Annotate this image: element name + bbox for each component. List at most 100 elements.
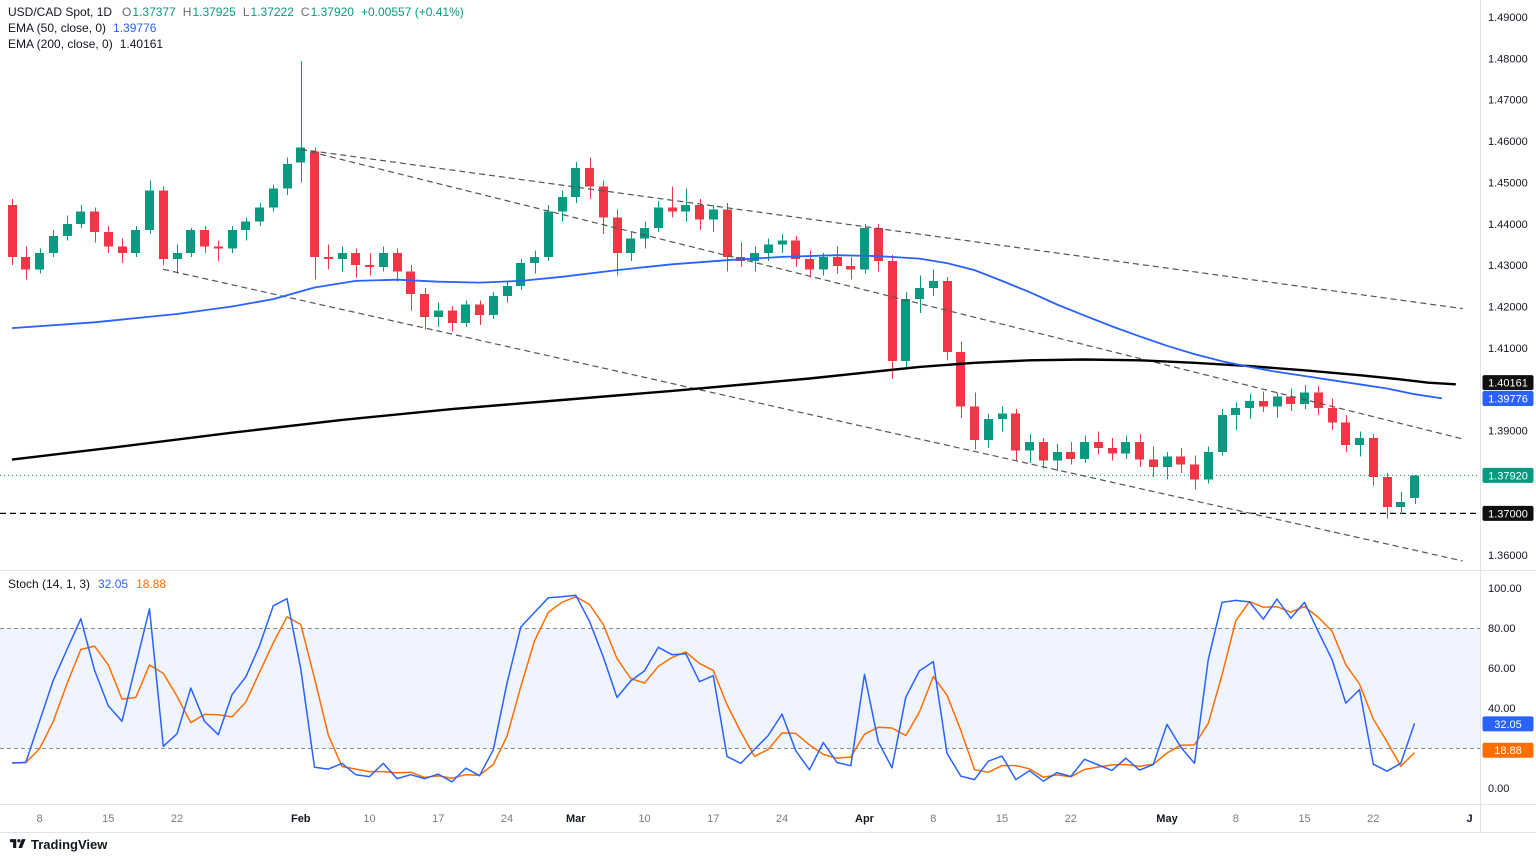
axis-price-badge-label: 18.88 — [1494, 745, 1522, 757]
candle-body — [145, 190, 154, 231]
ohlc-open-label: O — [122, 5, 132, 19]
candle-body — [255, 207, 264, 222]
ema50-line — [11, 254, 1443, 400]
candle-body — [434, 310, 443, 317]
candle-body — [654, 207, 663, 228]
symbol-legend-row[interactable]: USD/CAD Spot, 1D O1.37377 H1.37925 L1.37… — [8, 5, 464, 21]
price-axis-label: 1.45000 — [1488, 177, 1528, 189]
candle-body — [984, 419, 993, 440]
candle-body — [1108, 448, 1117, 454]
candle-body — [901, 299, 910, 362]
time-axis-label: Feb — [291, 813, 311, 825]
stoch-d-line — [11, 595, 1416, 779]
time-axis-label: 8 — [930, 813, 936, 825]
candle-body — [585, 167, 594, 187]
candle-body — [1355, 438, 1364, 446]
candle-body — [874, 227, 883, 262]
candle-body — [791, 240, 800, 259]
trendline-1[interactable] — [300, 148, 1463, 310]
candle-body — [200, 230, 209, 247]
candle-body — [626, 238, 635, 253]
candle-body — [365, 265, 374, 268]
stoch-legend-row[interactable]: Stoch (14, 1, 3) 32.05 18.88 — [8, 577, 166, 593]
candle-body — [1011, 413, 1020, 451]
time-axis-label: 8 — [1233, 813, 1239, 825]
stoch-k-line — [11, 594, 1416, 783]
candle-body — [846, 266, 855, 270]
price-axis-label: 1.44000 — [1488, 219, 1528, 231]
candle-body — [1396, 501, 1405, 508]
candle-body — [21, 256, 30, 270]
candle-body — [599, 186, 608, 218]
ohlc-close-label: C — [300, 5, 310, 19]
candle-body — [228, 230, 237, 249]
ema50-label: EMA (50, close, 0) — [8, 21, 107, 35]
time-axis-label: 24 — [501, 813, 513, 825]
candle-body — [338, 252, 347, 259]
time-axis-label: 17 — [707, 813, 719, 825]
candle-body — [63, 223, 72, 237]
candle-body — [503, 285, 512, 297]
candle-body — [241, 221, 250, 231]
candle-body — [709, 209, 718, 220]
ema50-value: 1.39776 — [113, 21, 157, 35]
stoch-axis-label: 100.00 — [1488, 583, 1522, 595]
axis-price-badge — [1482, 375, 1534, 391]
candle-body — [668, 207, 677, 212]
axis-price-badge-label: 1.39776 — [1488, 394, 1528, 406]
main-chart-legend: USD/CAD Spot, 1D O1.37377 H1.37925 L1.37… — [8, 5, 464, 53]
time-axis-label: Apr — [855, 813, 875, 825]
stoch-pane[interactable] — [0, 594, 1480, 783]
candle-body — [1080, 442, 1089, 459]
time-axis[interactable]: 8 15 22 Feb 10 17 24 Mar 10 17 24 Apr 8 15 22 May 8 15 22 J — [36, 813, 1472, 825]
ema200-line — [11, 358, 1456, 461]
candle-body — [186, 230, 195, 253]
time-axis-label: 15 — [1298, 813, 1310, 825]
stoch-band — [0, 628, 1480, 748]
time-axis-label: 8 — [36, 813, 42, 825]
candle-body — [929, 280, 938, 288]
candle-body — [475, 304, 484, 315]
price-axis-label: 1.43000 — [1488, 260, 1528, 272]
candle-body — [1286, 396, 1295, 404]
candle-body — [915, 287, 924, 300]
candle-body — [943, 280, 952, 353]
candle-body — [1300, 392, 1309, 404]
time-axis-label: 22 — [1367, 813, 1379, 825]
candle-body — [131, 230, 140, 253]
candle-body — [1328, 407, 1337, 423]
candle-body — [310, 151, 319, 257]
stoch-axis-label: 60.00 — [1488, 663, 1516, 675]
candle-body — [544, 211, 553, 257]
ema200-legend-row[interactable]: EMA (200, close, 0) 1.40161 — [8, 37, 464, 53]
price-axis-label: 1.46000 — [1488, 136, 1528, 148]
trendline-2[interactable] — [300, 148, 1463, 440]
candle-body — [351, 252, 360, 266]
ema50-legend-row[interactable]: EMA (50, close, 0) 1.39776 — [8, 21, 464, 37]
candle-body — [214, 246, 223, 249]
time-axis-label: 10 — [638, 813, 650, 825]
ohlc-low: L1.37222 — [243, 5, 294, 19]
candle-body — [173, 252, 182, 259]
candle-body — [1369, 438, 1378, 477]
candle-body — [1259, 400, 1268, 407]
candle-body — [888, 261, 897, 362]
candle-body — [269, 188, 278, 208]
candle-body — [489, 296, 498, 315]
trendline-3[interactable] — [163, 268, 1463, 562]
price-axis-label: 1.41000 — [1488, 343, 1528, 355]
candle-body — [1410, 475, 1419, 498]
time-axis-label: 15 — [996, 813, 1008, 825]
stoch-axis-label: 80.00 — [1488, 623, 1516, 635]
price-axis-label: 1.39000 — [1488, 426, 1528, 438]
price-pane[interactable] — [0, 61, 1480, 562]
price-axis[interactable]: 1.49000 1.48000 1.47000 1.46000 1.45000 1.440… — [1482, 12, 1534, 795]
time-axis-label: 22 — [1065, 813, 1077, 825]
tradingview-logo[interactable]: TradingView — [10, 837, 107, 852]
candle-body — [805, 258, 814, 270]
candle-body — [1273, 396, 1282, 407]
axis-price-badge-label: 1.37920 — [1488, 470, 1528, 482]
candle-body — [1383, 476, 1392, 508]
stoch-d-value: 18.88 — [136, 577, 167, 591]
